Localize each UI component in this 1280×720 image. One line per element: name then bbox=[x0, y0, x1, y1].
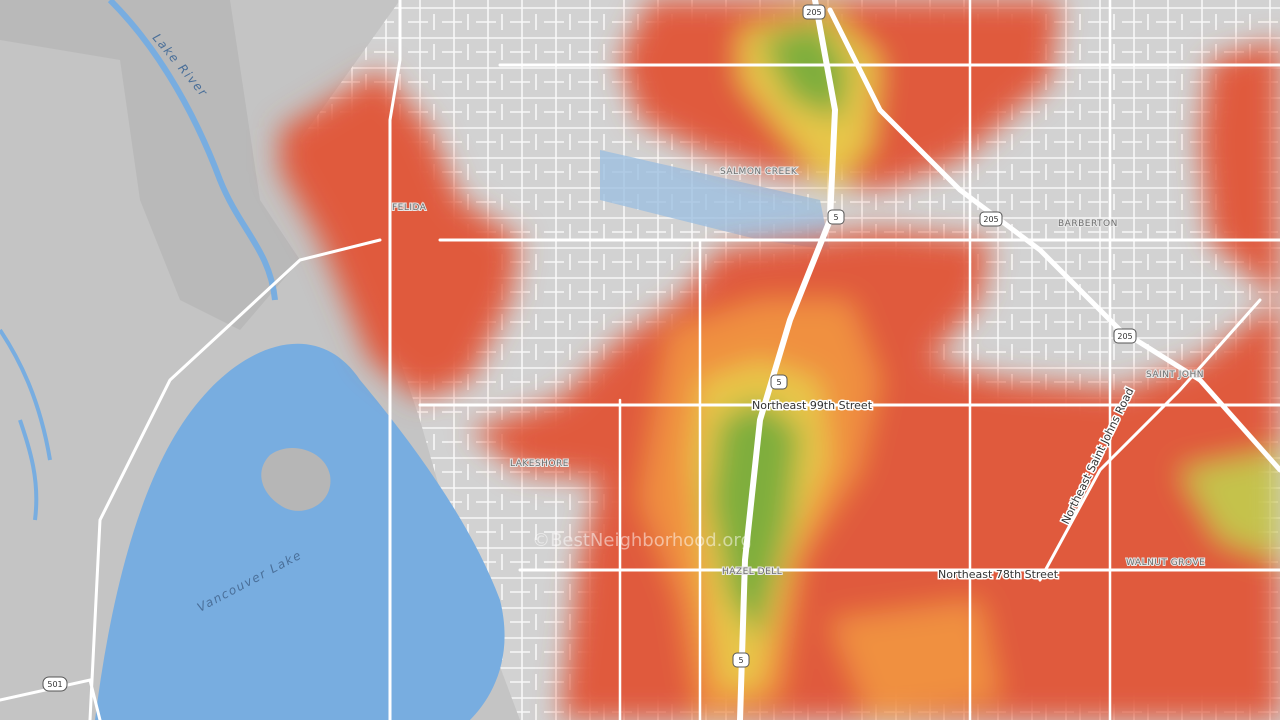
shield-label: 5 bbox=[738, 656, 743, 665]
lake-river bbox=[107, 0, 278, 301]
shield bbox=[1113, 328, 1137, 344]
shield-label: 5 bbox=[833, 213, 838, 222]
shield-label: 205 bbox=[1117, 332, 1132, 341]
shield bbox=[732, 652, 750, 668]
neighborhood-label: BARBERTON bbox=[1058, 219, 1118, 229]
shield bbox=[770, 374, 788, 390]
shield bbox=[979, 211, 1003, 227]
island bbox=[261, 447, 331, 511]
street-label: Northeast 78th Street bbox=[938, 568, 1059, 581]
shield bbox=[42, 676, 68, 692]
shield-label: 205 bbox=[983, 215, 998, 224]
land-west bbox=[0, 0, 300, 330]
neighborhood-label: HAZEL DELL bbox=[722, 567, 782, 577]
neighborhood-label: SAINT JOHN bbox=[1146, 370, 1204, 380]
neighborhood-label: SALMON CREEK bbox=[720, 167, 798, 177]
watermark: ©BestNeighborhood.org bbox=[532, 530, 752, 551]
route-shields: 205 205 205 5 5 5 501 bbox=[42, 4, 1137, 692]
shield bbox=[827, 209, 845, 225]
shield bbox=[802, 4, 826, 20]
street-label: Northeast 99th Street bbox=[752, 399, 873, 412]
salmon-creek-wetland bbox=[600, 150, 830, 250]
neighborhood-label: LAKESHORE bbox=[510, 459, 569, 469]
vancouver-lake bbox=[95, 343, 505, 720]
channel bbox=[0, 328, 52, 521]
shield-label: 5 bbox=[776, 378, 781, 387]
shield-label: 501 bbox=[47, 680, 62, 689]
neighborhood-label: WALNUT GROVE bbox=[1126, 558, 1205, 568]
neighborhood-label: FELIDA bbox=[392, 203, 427, 213]
shield-label: 205 bbox=[806, 8, 821, 17]
